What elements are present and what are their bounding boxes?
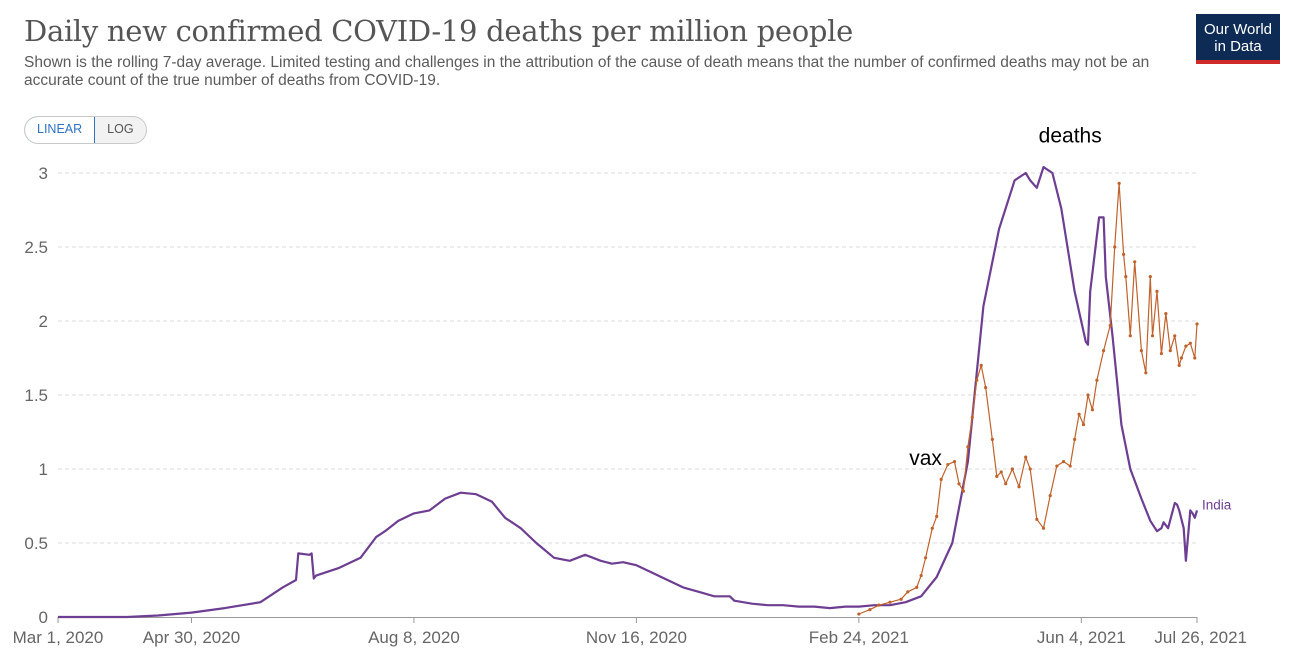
vax-data-point <box>1150 334 1155 338</box>
vax-data-point <box>1108 323 1112 328</box>
vax-data-point <box>906 590 910 594</box>
vax-data-point <box>888 600 892 604</box>
vax-data-point <box>952 460 957 464</box>
x-tick-label: Nov 16, 2020 <box>586 628 687 647</box>
scale-toggle: LINEAR LOG <box>24 116 147 144</box>
vax-data-point <box>1010 467 1014 471</box>
vax-data-point <box>935 514 939 518</box>
vax-data-point <box>1073 437 1077 441</box>
vax-data-point <box>1090 408 1095 412</box>
vax-data-point <box>1028 467 1032 471</box>
vax-data-point <box>984 386 988 390</box>
vax-data-point <box>899 597 903 601</box>
vax-data-point <box>1077 412 1081 416</box>
vax-data-point <box>966 445 970 449</box>
vax-data-point <box>1041 526 1046 530</box>
vax-data-point <box>1101 349 1106 353</box>
logo-line-1: Our World <box>1203 21 1273 38</box>
series-line-vax <box>858 182 1198 615</box>
vax-data-point <box>995 474 999 478</box>
vax-data-point <box>1068 464 1072 468</box>
vax-data-point <box>999 470 1003 474</box>
x-tick-label: Feb 24, 2021 <box>809 628 909 647</box>
vax-data-point <box>1095 378 1099 382</box>
vax-data-point <box>990 437 994 441</box>
log-scale-button[interactable]: LOG <box>107 122 134 136</box>
vax-data-point <box>1055 464 1059 468</box>
vax-data-point <box>857 612 861 616</box>
y-tick-label: 1 <box>39 460 48 479</box>
owid-logo[interactable]: Our World in Data <box>1196 14 1280 64</box>
vax-data-point <box>1024 455 1028 459</box>
y-tick-label: 3 <box>39 164 48 183</box>
page-title: Daily new confirmed COVID-19 deaths per … <box>24 14 854 48</box>
x-tick-label: Mar 1, 2020 <box>13 628 104 647</box>
vax-data-point <box>1173 334 1177 338</box>
vax-data-point <box>1184 344 1188 348</box>
vax-data-point <box>1061 460 1066 464</box>
vax-data-point <box>961 489 966 493</box>
vax-data-point <box>1193 356 1197 360</box>
x-tick-label: Jul 26, 2021 <box>1154 628 1247 647</box>
vax-data-point <box>1117 181 1121 185</box>
x-tick-label: Apr 30, 2020 <box>143 628 240 647</box>
vax-data-point <box>1004 482 1008 486</box>
linear-scale-button[interactable]: LINEAR <box>24 117 96 143</box>
vax-data-point <box>1121 252 1126 256</box>
series-line-india <box>58 166 1199 619</box>
vax-data-point <box>877 603 881 607</box>
vax-data-point <box>1188 341 1192 345</box>
vax-data-point <box>1195 322 1199 326</box>
vax-data-point <box>1168 349 1172 353</box>
annotation-label: vax <box>909 447 942 470</box>
vax-data-point <box>957 482 961 486</box>
vax-data-point <box>970 415 974 419</box>
y-tick-label: 1.5 <box>24 386 48 405</box>
vax-data-point <box>1081 423 1086 427</box>
vax-data-point <box>1144 371 1148 375</box>
vax-data-point <box>919 573 923 578</box>
y-tick-label: 0 <box>39 608 48 627</box>
series-end-label: India <box>1202 497 1232 512</box>
vax-data-point <box>1139 349 1143 353</box>
x-tick-label: Jun 4, 2021 <box>1037 628 1126 647</box>
vax-data-point <box>1035 517 1039 521</box>
vax-data-point <box>1179 356 1184 360</box>
vax-data-point <box>1128 334 1132 338</box>
vax-data-point <box>975 378 979 382</box>
vax-data-point <box>1159 351 1164 356</box>
chart-subtitle: Shown is the rolling 7-day average. Limi… <box>24 54 1150 89</box>
vax-data-point <box>1124 275 1128 279</box>
vax-data-point <box>939 477 943 481</box>
vax-data-point <box>1155 289 1159 293</box>
vax-data-point <box>1133 260 1137 264</box>
annotation-label: deaths <box>1039 124 1102 147</box>
vax-data-point <box>1048 494 1052 498</box>
y-tick-label: 2.5 <box>24 238 48 257</box>
vax-data-point <box>1113 245 1117 249</box>
vax-data-point <box>915 585 919 590</box>
vax-data-point <box>946 462 950 467</box>
vax-data-point <box>979 363 983 367</box>
vax-data-point <box>1148 275 1152 279</box>
vax-data-point <box>1177 363 1181 367</box>
y-tick-label: 0.5 <box>24 534 48 553</box>
y-tick-label: 2 <box>39 312 48 331</box>
vax-data-point <box>868 608 872 612</box>
vax-data-point <box>923 556 928 560</box>
logo-line-2: in Data <box>1214 38 1262 55</box>
vax-data-point <box>1164 312 1168 316</box>
x-tick-label: Aug 8, 2020 <box>368 628 460 647</box>
vax-data-point <box>930 526 934 530</box>
vax-data-point <box>1086 393 1090 397</box>
vax-data-point <box>1017 485 1021 489</box>
